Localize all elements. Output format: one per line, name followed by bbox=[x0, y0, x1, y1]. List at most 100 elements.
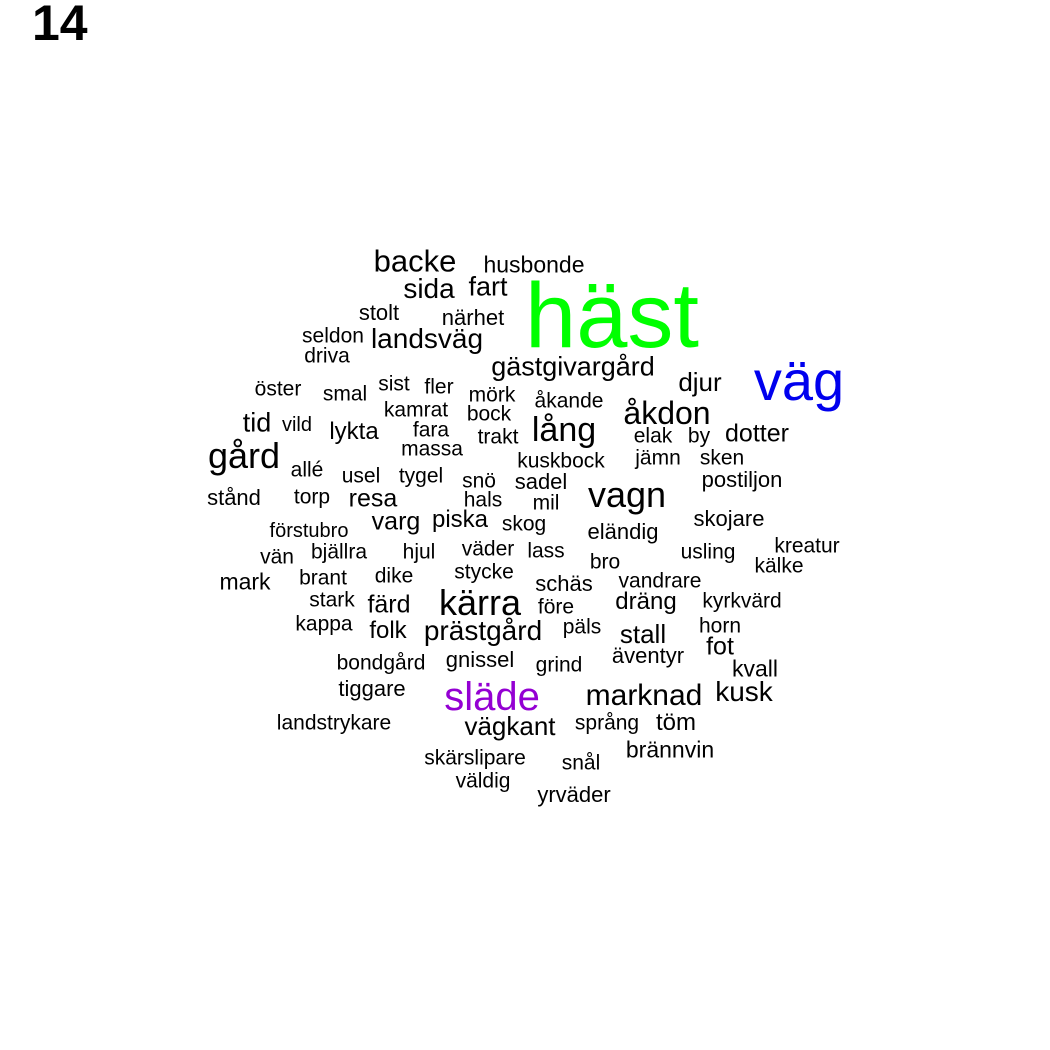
word-cloud-word: väldig bbox=[455, 769, 511, 793]
word-cloud-word: åkdon bbox=[623, 395, 711, 431]
word-cloud-word: trakt bbox=[477, 425, 519, 449]
word-cloud-word: husbonde bbox=[483, 251, 585, 278]
word-cloud-word: fot bbox=[706, 632, 734, 661]
word-cloud-word: skog bbox=[501, 512, 547, 536]
word-cloud-word: bondgård bbox=[336, 651, 426, 675]
word-cloud-word: massa bbox=[401, 437, 463, 461]
word-cloud-word: stycke bbox=[454, 560, 514, 584]
word-cloud-word: öster bbox=[254, 377, 302, 401]
word-cloud-word: väg bbox=[753, 349, 845, 412]
word-cloud-word: backe bbox=[373, 243, 457, 279]
word-cloud-word: elak bbox=[633, 424, 673, 448]
word-cloud-word: vän bbox=[260, 545, 294, 569]
word-cloud-word: usling bbox=[680, 540, 736, 564]
word-cloud-word: piska bbox=[431, 506, 489, 533]
word-cloud-word: päls bbox=[562, 615, 602, 639]
word-cloud-word: bock bbox=[466, 402, 512, 426]
word-cloud-word: sken bbox=[699, 446, 745, 470]
word-cloud-word: stolt bbox=[358, 300, 400, 325]
word-cloud-word: postiljon bbox=[701, 467, 783, 492]
word-cloud-word: bjällra bbox=[310, 540, 368, 564]
word-cloud-word: gnissel bbox=[445, 647, 515, 672]
word-cloud-word: tygel bbox=[398, 464, 444, 488]
word-cloud-word: jämn bbox=[635, 446, 681, 470]
word-cloud-word: schäs bbox=[535, 571, 593, 596]
word-cloud-word: mil bbox=[532, 491, 560, 515]
word-cloud-word: förstubro bbox=[269, 520, 349, 542]
word-cloud-word: vagn bbox=[587, 474, 667, 515]
word-cloud-word: gästgivargård bbox=[491, 351, 655, 382]
word-cloud-word: sadel bbox=[514, 469, 568, 494]
word-cloud-word: kamrat bbox=[383, 398, 449, 422]
word-cloud-word: grind bbox=[535, 653, 583, 677]
word-cloud-word: närhet bbox=[441, 305, 505, 330]
word-cloud-word: torp bbox=[293, 485, 331, 509]
word-cloud-word: varg bbox=[371, 507, 421, 536]
word-cloud-word: allé bbox=[290, 458, 324, 482]
word-cloud-word: kälke bbox=[754, 554, 804, 578]
word-cloud-word: smal bbox=[322, 382, 368, 406]
word-cloud-word: landsväg bbox=[370, 323, 484, 354]
word-cloud-word: kyrkvärd bbox=[702, 589, 782, 613]
word-cloud-word: språng bbox=[574, 711, 640, 735]
word-cloud-word: hals bbox=[463, 488, 503, 512]
word-cloud-word: tiggare bbox=[338, 676, 406, 701]
word-cloud-word: äventyr bbox=[611, 643, 685, 668]
word-cloud-word: lass bbox=[527, 539, 565, 563]
word-cloud-word: släde bbox=[444, 675, 540, 719]
word-cloud-word: fara bbox=[412, 418, 450, 442]
word-cloud-word: horn bbox=[698, 614, 742, 638]
word-cloud-word: häst bbox=[525, 265, 699, 367]
word-cloud-word: folk bbox=[369, 617, 407, 644]
word-cloud-word: kusk bbox=[715, 676, 773, 707]
word-cloud-word: lykta bbox=[329, 418, 379, 445]
word-cloud-word: dräng bbox=[615, 588, 677, 615]
word-cloud-word: stark bbox=[309, 588, 355, 612]
word-cloud-word: sist bbox=[378, 372, 410, 396]
word-cloud-word: snö bbox=[462, 469, 496, 493]
word-cloud-word: seldon bbox=[302, 324, 364, 348]
word-cloud-word: färd bbox=[367, 590, 411, 619]
word-cloud-word: stånd bbox=[207, 485, 261, 510]
word-cloud-word: gård bbox=[207, 435, 281, 476]
word-cloud-word: mörk bbox=[468, 383, 516, 407]
word-cloud-word: snål bbox=[561, 751, 601, 775]
word-cloud-word: brännvin bbox=[625, 736, 715, 763]
word-cloud-word: sida bbox=[403, 273, 455, 304]
word-cloud-word: före bbox=[537, 595, 575, 619]
word-cloud-word: yrväder bbox=[537, 782, 611, 807]
word-cloud-word: lång bbox=[531, 411, 597, 449]
word-cloud-word: kärra bbox=[438, 582, 522, 623]
word-cloud-word: skojare bbox=[693, 506, 765, 531]
word-cloud-word: töm bbox=[655, 709, 697, 736]
word-cloud-word: resa bbox=[348, 484, 398, 513]
word-cloud-word: fart bbox=[468, 271, 508, 302]
word-cloud-word: by bbox=[687, 424, 711, 448]
word-cloud-word: djur bbox=[678, 367, 722, 397]
word-cloud-word: kvall bbox=[731, 655, 779, 682]
word-cloud-word: driva bbox=[304, 344, 350, 368]
word-cloud-word: vild bbox=[281, 414, 313, 436]
word-cloud-word: bro bbox=[589, 550, 621, 574]
word-cloud-word: eländig bbox=[587, 519, 659, 544]
word-cloud-word: dotter bbox=[725, 419, 789, 448]
word-cloud-word: kappa bbox=[295, 612, 353, 636]
word-cloud-word: marknad bbox=[585, 679, 703, 712]
word-cloud-word: hjul bbox=[402, 540, 436, 564]
word-cloud-word: kreatur bbox=[774, 534, 840, 558]
word-cloud-word: vägkant bbox=[464, 711, 556, 741]
word-cloud-word: åkande bbox=[534, 389, 604, 413]
word-cloud-word: landstrykare bbox=[276, 711, 392, 735]
word-cloud-word: usel bbox=[341, 464, 381, 488]
word-cloud-word: fler bbox=[424, 375, 454, 399]
word-cloud-word: mark bbox=[219, 568, 271, 595]
word-cloud-word: prästgård bbox=[423, 615, 543, 646]
word-cloud-word: tid bbox=[242, 407, 272, 438]
word-cloud-word: dike bbox=[374, 564, 414, 588]
word-cloud-word: vandrare bbox=[618, 569, 702, 593]
word-cloud-word: väder bbox=[461, 537, 515, 561]
word-cloud-word: stall bbox=[619, 619, 667, 649]
word-cloud-word: kuskbock bbox=[517, 449, 605, 473]
word-cloud-word: skärslipare bbox=[424, 746, 526, 770]
